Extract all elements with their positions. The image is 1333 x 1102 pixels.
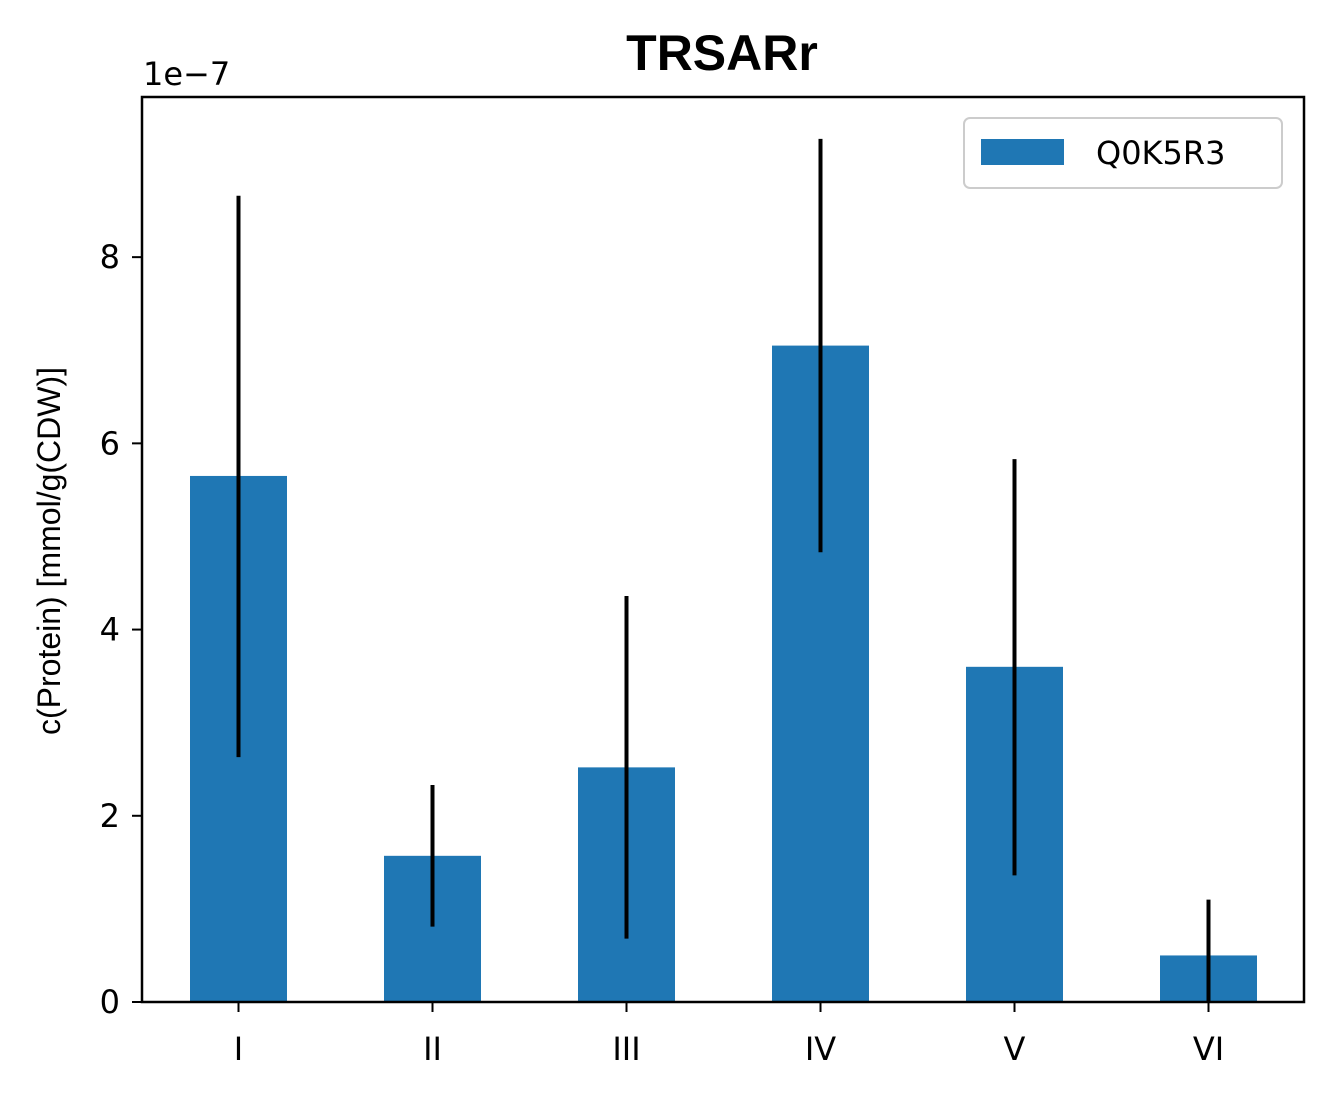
y-axis-label: c(Protein) [mmol/g(CDW)] <box>31 367 67 735</box>
bars-layer <box>190 345 1257 1003</box>
legend: Q0K5R3 <box>963 117 1283 189</box>
y-axis-ticks: 0 2 4 6 8 <box>100 238 142 1021</box>
legend-box <box>963 117 1283 189</box>
x-tick-label-IV: IV <box>805 1030 836 1068</box>
y-tick-label: 2 <box>100 797 120 835</box>
x-tick-label-II: II <box>423 1030 442 1068</box>
legend-swatch <box>981 139 1064 165</box>
x-tick-label-I: I <box>234 1030 243 1068</box>
y-tick-label: 0 <box>100 983 120 1021</box>
x-tick-label-VI: VI <box>1193 1030 1224 1068</box>
x-tick-label-III: III <box>612 1030 640 1068</box>
y-axis-offset-label: 1e−7 <box>143 55 230 93</box>
chart-title: TRSARr <box>626 25 818 81</box>
error-bars-layer <box>236 138 1211 1002</box>
y-tick-label: 6 <box>100 424 120 462</box>
y-tick-label: 4 <box>100 611 120 649</box>
y-tick-label: 8 <box>100 238 120 276</box>
x-axis-ticks: I II III IV V VI <box>234 1002 1224 1068</box>
x-tick-label-V: V <box>1004 1030 1026 1068</box>
plot-frame <box>140 95 1306 1004</box>
legend-label: Q0K5R3 <box>1096 134 1225 172</box>
